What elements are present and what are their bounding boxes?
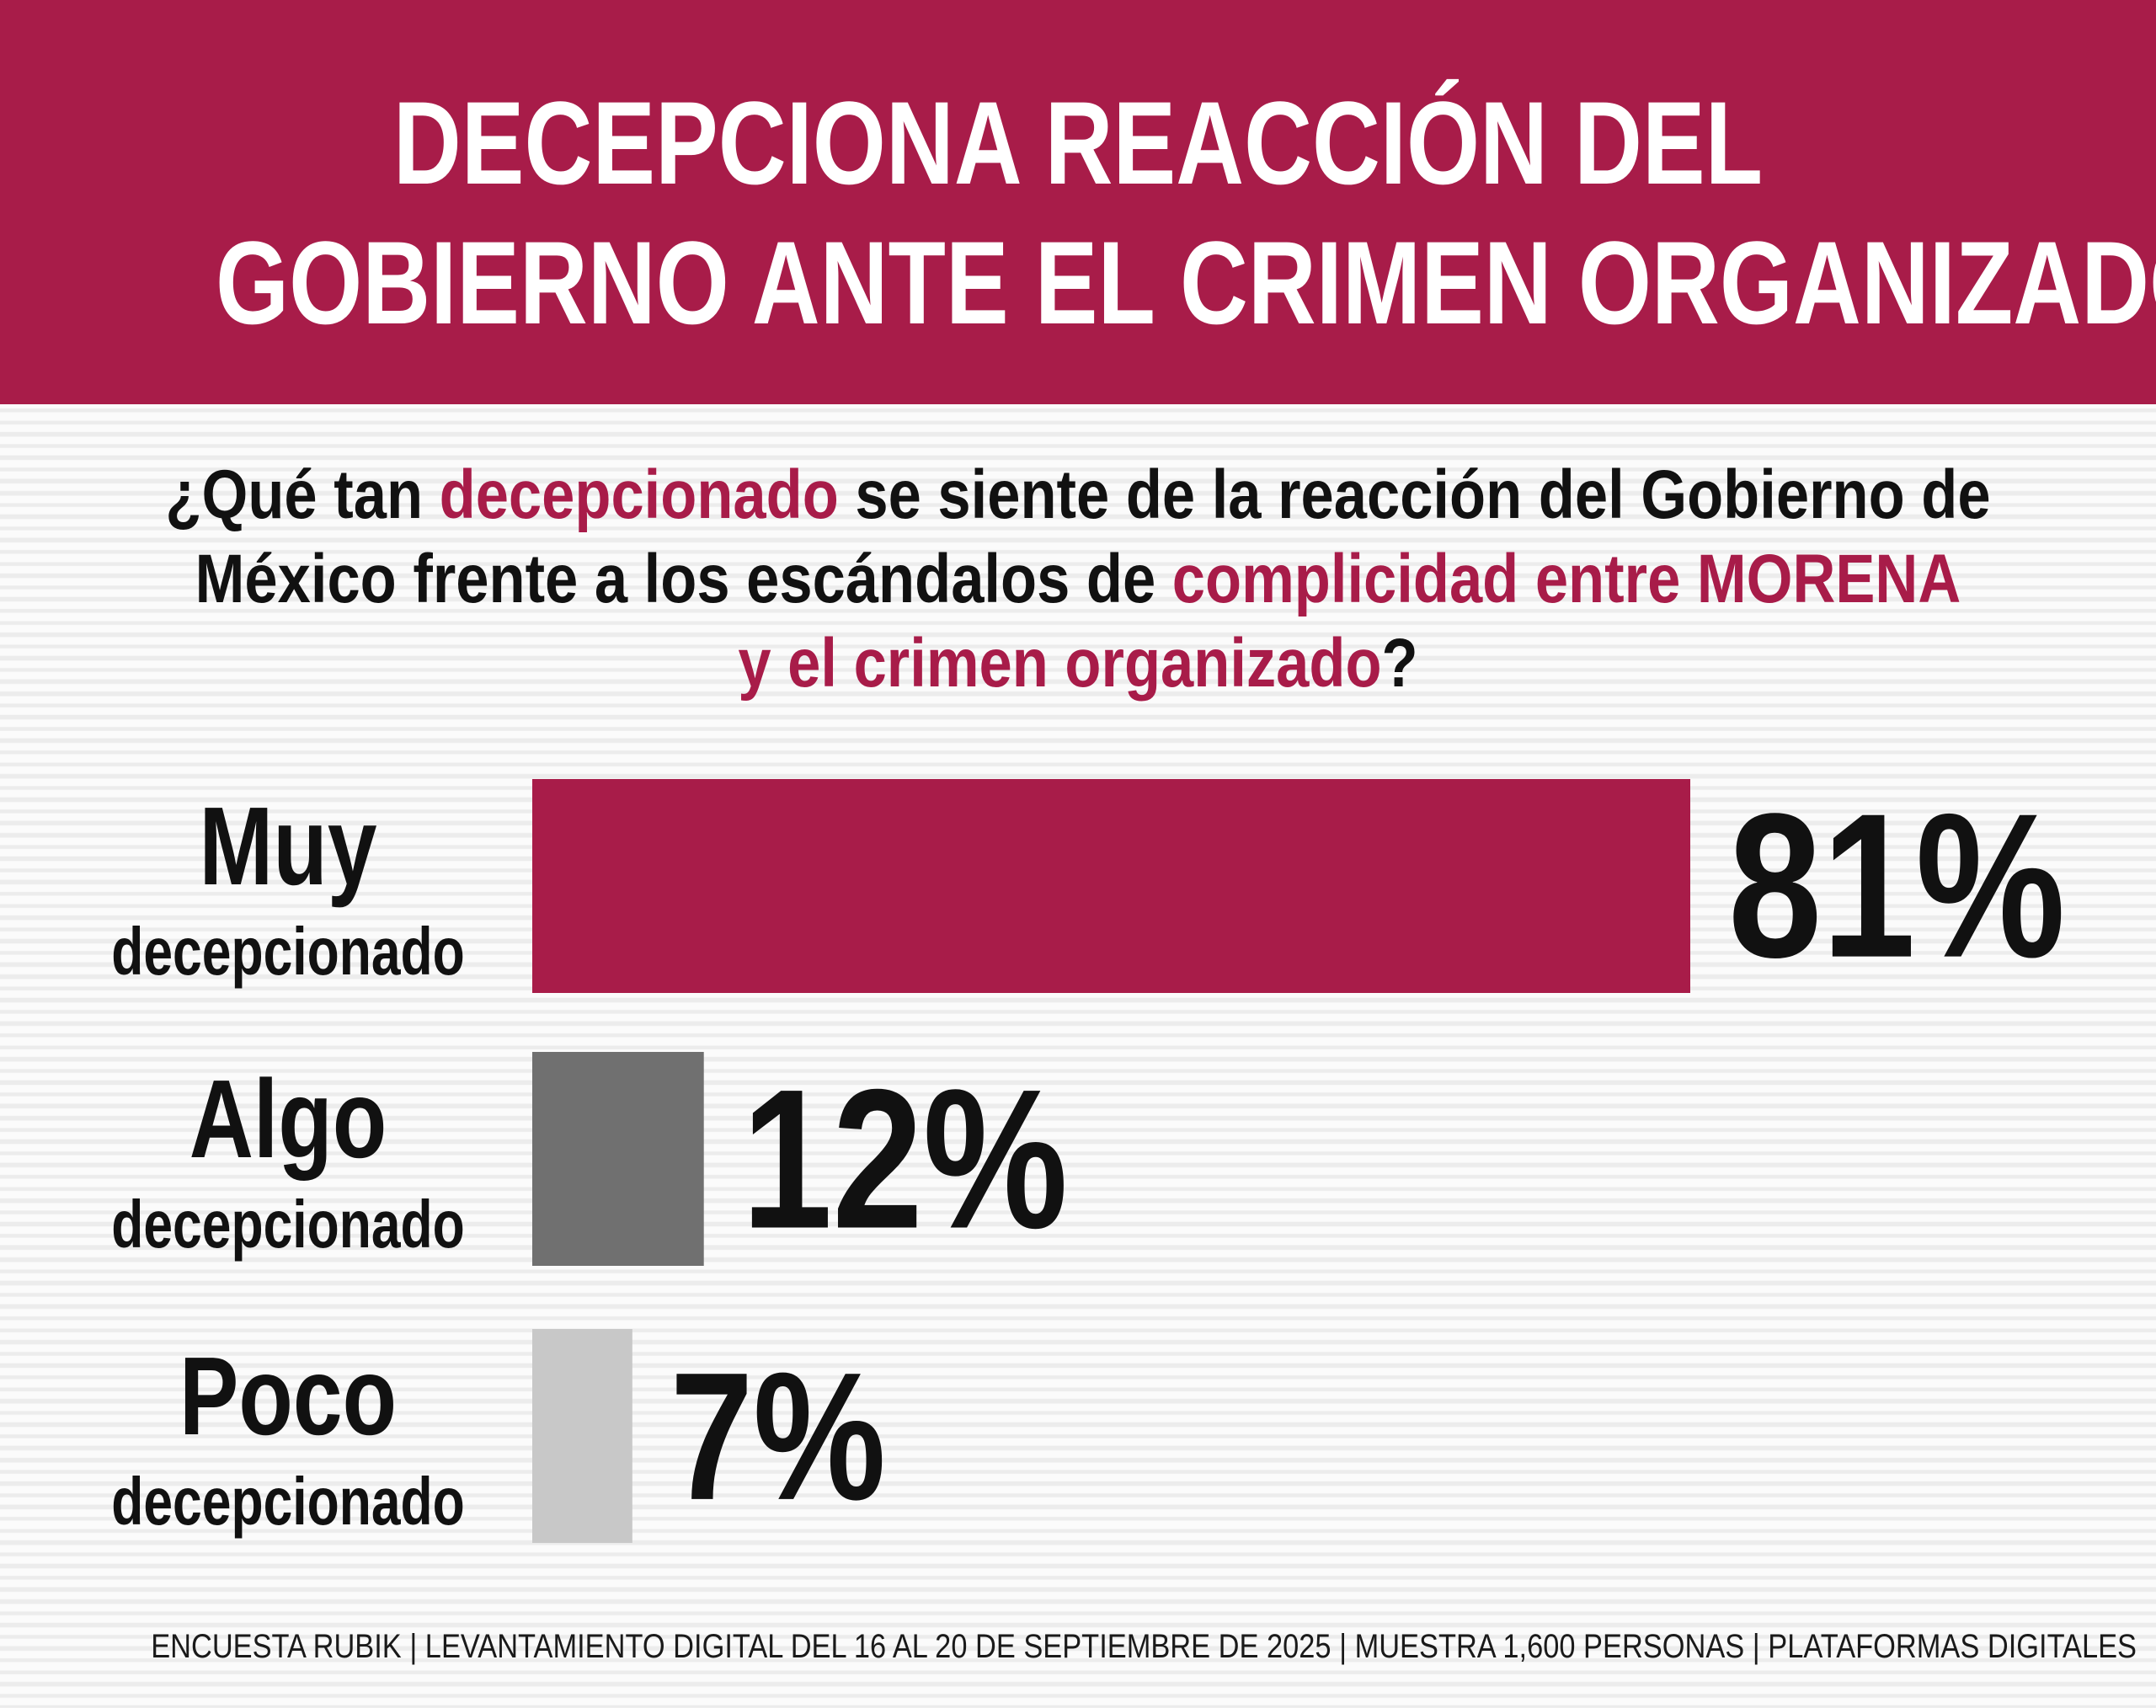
- category-label-1-line-2: decepcionado: [111, 915, 465, 990]
- question-highlight: y el crimen organizado: [738, 625, 1382, 702]
- value-label-2: 12%: [742, 1048, 1068, 1270]
- question-text: ?: [1381, 625, 1418, 702]
- question-text: ¿Qué tan: [165, 456, 440, 533]
- title-banner: DECEPCIONA REACCIÓN DEL GOBIERNO ANTE EL…: [0, 0, 2156, 404]
- title-line-2: GOBIERNO ANTE EL CRIMEN ORGANIZADO: [216, 216, 2156, 349]
- bar-2: [532, 1052, 704, 1266]
- category-label-2-line-2: decepcionado: [111, 1188, 465, 1262]
- question-line-1: ¿Qué tan decepcionado se siente de la re…: [151, 455, 2005, 536]
- value-label-3: 7%: [670, 1334, 886, 1538]
- footer-source: ENCUESTA RUBIK | LEVANTAMIENTO DIGITAL D…: [151, 1628, 2137, 1665]
- question-highlight: decepcionado: [439, 456, 839, 533]
- question-line-2: México frente a los escándalos de compli…: [151, 539, 2005, 620]
- bar-1: [532, 779, 1690, 993]
- category-label-3-line-1: Poco: [179, 1335, 397, 1459]
- bar-3: [532, 1329, 632, 1543]
- question-text: se siente de la reacción del Gobierno de: [838, 456, 1991, 533]
- title-line-1: DECEPCIONA REACCIÓN DEL: [392, 77, 1764, 209]
- category-label-1-line-1: Muy: [199, 785, 376, 909]
- category-label-3-line-2: decepcionado: [111, 1465, 465, 1540]
- value-label-1: 81%: [1728, 771, 2065, 1001]
- question-text: México frente a los escándalos de: [195, 541, 1172, 617]
- question-line-3: y el crimen organizado?: [151, 623, 2005, 704]
- category-label-2-line-1: Algo: [189, 1058, 387, 1182]
- question-highlight: complicidad entre MORENA: [1171, 541, 1961, 617]
